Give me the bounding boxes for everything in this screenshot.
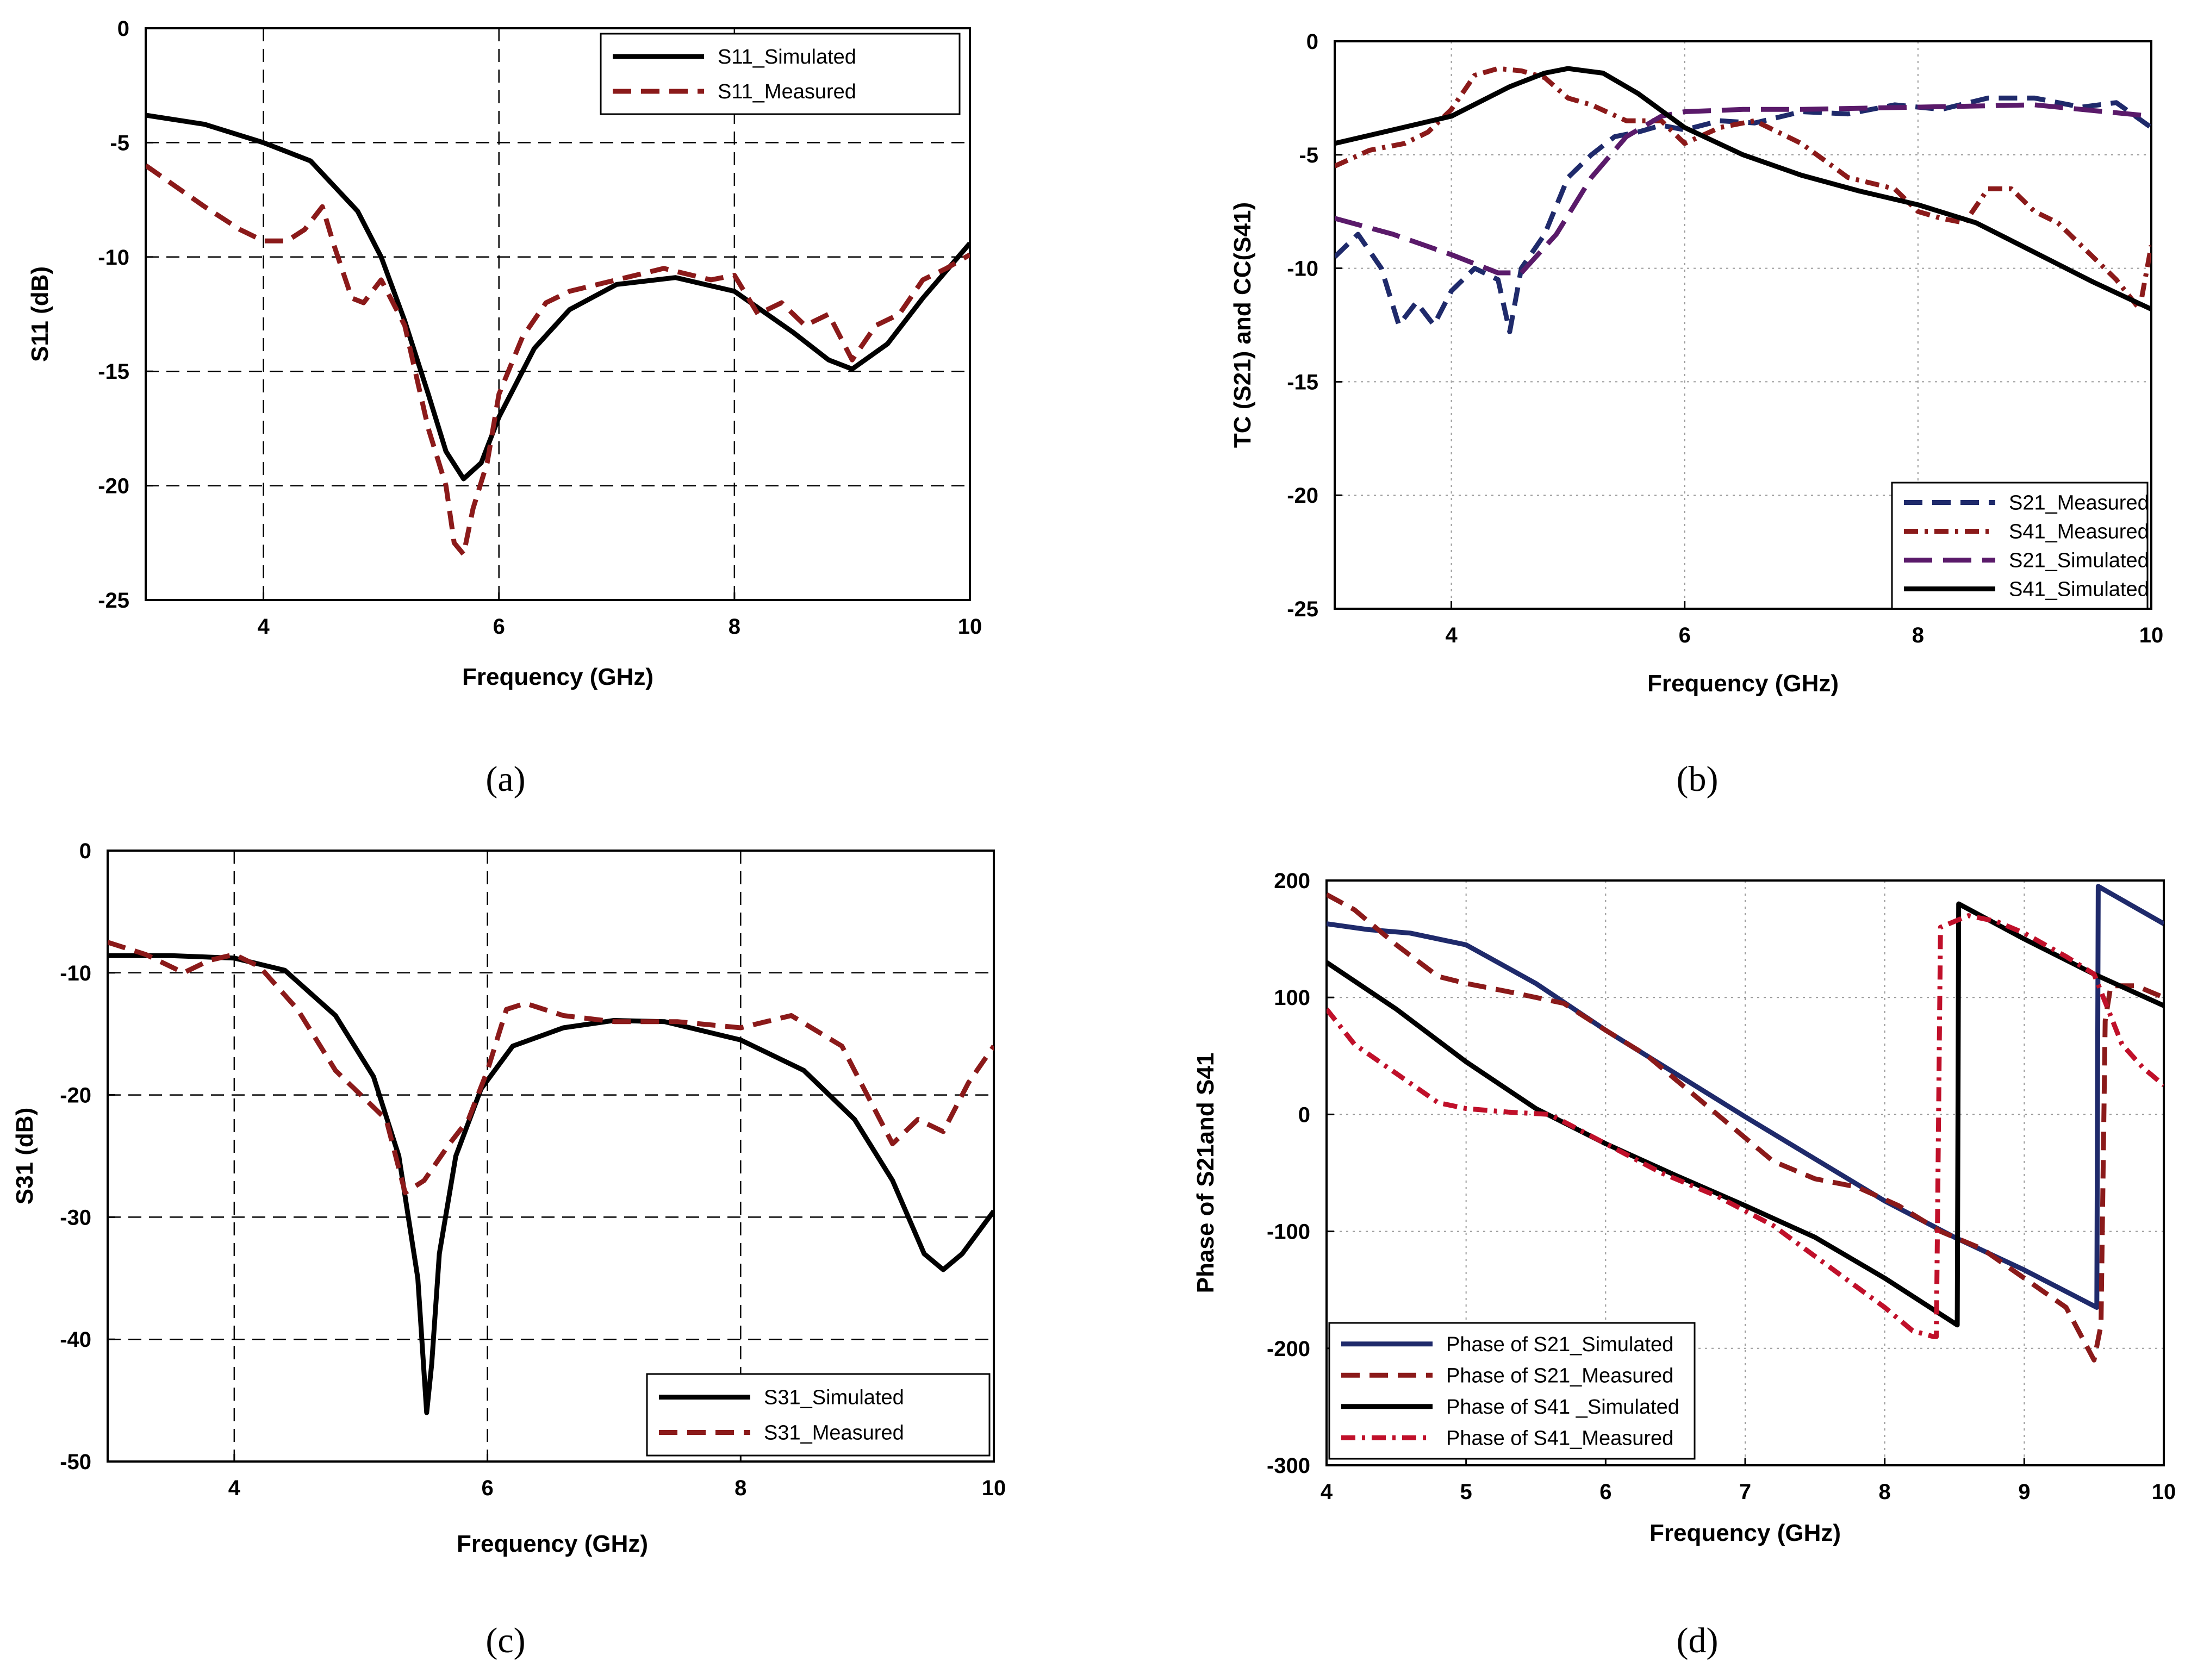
plot-d-legend-label: Phase of S41 _Simulated: [1446, 1396, 1679, 1419]
plot-b-legend-label: S21_Measured: [2009, 492, 2149, 515]
plot-c-ytick-label: 0: [79, 839, 91, 863]
plot-d-ytick-label: 0: [1298, 1103, 1310, 1127]
plot-d-ytick-label: -300: [1267, 1454, 1310, 1478]
plot-b-series-0: [1335, 95, 2151, 334]
panel-b: 4 6 8 10 0 -5 -10 -15 -20 -25 S21_Measured S41_Meas…: [1229, 30, 2163, 799]
plot-c-caption: (c): [485, 1621, 525, 1660]
plot-c-legend-label: S31_Simulated: [764, 1387, 904, 1409]
plot-c-ylabel: S31 (dB): [11, 1108, 38, 1204]
plot-c-series-0: [108, 953, 994, 1415]
plot-a-ytick-label: -15: [98, 360, 129, 384]
plot-b-xlabel: Frequency (GHz): [1647, 670, 1839, 697]
plot-d-ytick-label: 100: [1274, 986, 1310, 1010]
plot-b-ytick-label: -10: [1287, 257, 1318, 281]
plot-a-ytick-label: -20: [98, 474, 129, 498]
plot-b-legend-label: S41_Simulated: [2009, 578, 2149, 601]
plot-c-xtick-label: 8: [734, 1476, 746, 1500]
plot-d-ylabel: Phase of S21and S41: [1192, 1053, 1219, 1294]
panel-d: 4 5 6 7 8 9 10 200 100 0 -100 -200 -300 Phase of S21_…: [1192, 869, 2176, 1660]
plot-b-legend-label: S21_Simulated: [2009, 549, 2149, 572]
plot-b-xtick-label: 8: [1912, 623, 1924, 647]
plot-d-legend-label: Phase of S41_Measured: [1446, 1427, 1673, 1450]
plot-b-ytick-label: -5: [1299, 143, 1318, 167]
plot-b-ytick-label: -25: [1287, 597, 1318, 621]
plot-d-xtick-label: 10: [2152, 1480, 2176, 1504]
plot-d-xtick-label: 9: [2018, 1480, 2030, 1504]
plot-b-xtick-label: 10: [2139, 623, 2164, 647]
plot-d-series-1: [1327, 892, 2164, 1363]
plot-a-xtick-label: 10: [958, 615, 982, 639]
plot-c-xtick-label: 4: [228, 1476, 241, 1500]
plot-d-xtick-label: 8: [1879, 1480, 1891, 1504]
plot-a-caption: (a): [485, 759, 525, 799]
plot-b-legend-label: S41_Measured: [2009, 521, 2149, 544]
plot-c-ytick-label: -20: [60, 1084, 91, 1108]
plot-c-xlabel: Frequency (GHz): [457, 1531, 648, 1557]
plot-c-frame: [107, 850, 995, 1463]
plot-a-xlabel: Frequency (GHz): [462, 664, 653, 690]
plot-c-legend: [646, 1373, 991, 1457]
plot-a-xtick-label: 8: [729, 615, 740, 639]
plot-d-ytick-label: -200: [1267, 1337, 1310, 1361]
plot-a-ylabel: S11 (dB): [27, 266, 53, 362]
plot-a-series-1: [146, 163, 970, 557]
plot-d-xtick-label: 4: [1321, 1480, 1333, 1504]
plot-a-xtick-label: 6: [493, 615, 505, 639]
plot-d-series-0: [1327, 884, 2164, 1310]
plot-a-area: 4 6 8 10 0 -5 -10 -15 -20 -25 S11_Simulated S11_Mea…: [98, 17, 982, 639]
plot-a-ytick-label: -10: [98, 246, 129, 270]
plot-a-xtick-label: 4: [257, 615, 270, 639]
plot-c-xtick-label: 6: [481, 1476, 493, 1500]
plot-b-series-1: [1335, 66, 2151, 312]
plot-c-legend-label: S31_Measured: [764, 1422, 904, 1445]
plot-a-legend: [600, 33, 961, 115]
plot-c-area: 4 6 8 10 0 -10 -20 -30 -40 -50 S31_Simulated S31_Me…: [60, 839, 1006, 1500]
panel-c: 4 6 8 10 0 -10 -20 -30 -40 -50 S31_Simulated S31_Me…: [11, 839, 1006, 1660]
plot-d-ytick-label: -100: [1267, 1220, 1310, 1244]
plot-b-caption: (b): [1677, 759, 1719, 799]
plot-b-xtick-label: 4: [1445, 623, 1458, 647]
plot-d-legend-label: Phase of S21_Measured: [1446, 1364, 1673, 1387]
plot-c-ytick-label: -40: [60, 1328, 91, 1352]
plot-a-ytick-label: -25: [98, 589, 129, 613]
plot-d-legend-label: Phase of S21_Simulated: [1446, 1333, 1673, 1356]
plot-d-xlabel: Frequency (GHz): [1649, 1520, 1841, 1546]
plot-b-area: 4 6 8 10 0 -5 -10 -15 -20 -25 S21_Measured S41_Meas…: [1287, 30, 2163, 647]
plot-c-xtick-label: 10: [982, 1476, 1006, 1500]
plot-a-legend-label: S11_Measured: [718, 80, 856, 103]
plot-d-ytick-label: 200: [1274, 869, 1310, 893]
plot-a-ytick-label: 0: [117, 17, 129, 41]
plot-b-ytick-label: -20: [1287, 484, 1318, 508]
plot-a-frame: [145, 27, 971, 601]
plot-d-xtick-label: 7: [1739, 1480, 1751, 1504]
plot-c-ytick-label: -10: [60, 961, 91, 985]
plot-d-area: 4 5 6 7 8 9 10 200 100 0 -100 -200 -300 Phase of S21_…: [1267, 869, 2176, 1504]
plot-d-xtick-label: 6: [1599, 1480, 1611, 1504]
plot-d-xtick-label: 5: [1460, 1480, 1472, 1504]
plot-b-ytick-label: 0: [1306, 30, 1318, 54]
plot-b-ylabel: TC (S21) and CC(S41): [1229, 202, 1256, 448]
plot-a-legend-label: S11_Simulated: [718, 46, 856, 68]
plot-b-ytick-label: -15: [1287, 370, 1318, 394]
plot-b-series-2: [1335, 102, 2151, 276]
plot-b-frame: [1334, 40, 2152, 610]
plot-d-series-3: [1327, 913, 2164, 1339]
plot-d-caption: (d): [1677, 1621, 1719, 1660]
plot-a-ytick-label: -5: [110, 131, 129, 155]
plot-c-series-1: [108, 940, 994, 1195]
plot-b-xtick-label: 6: [1679, 623, 1691, 647]
plot-c-ytick-label: -30: [60, 1206, 91, 1229]
plot-b-series-3: [1335, 66, 2151, 311]
plot-d-series-2: [1327, 901, 2164, 1328]
plot-c-ytick-label: -50: [60, 1450, 91, 1474]
panel-a: 4 6 8 10 0 -5 -10 -15 -20 -25 S11_Simulated S11_Mea…: [27, 17, 982, 799]
plot-a-series-0: [146, 113, 970, 482]
